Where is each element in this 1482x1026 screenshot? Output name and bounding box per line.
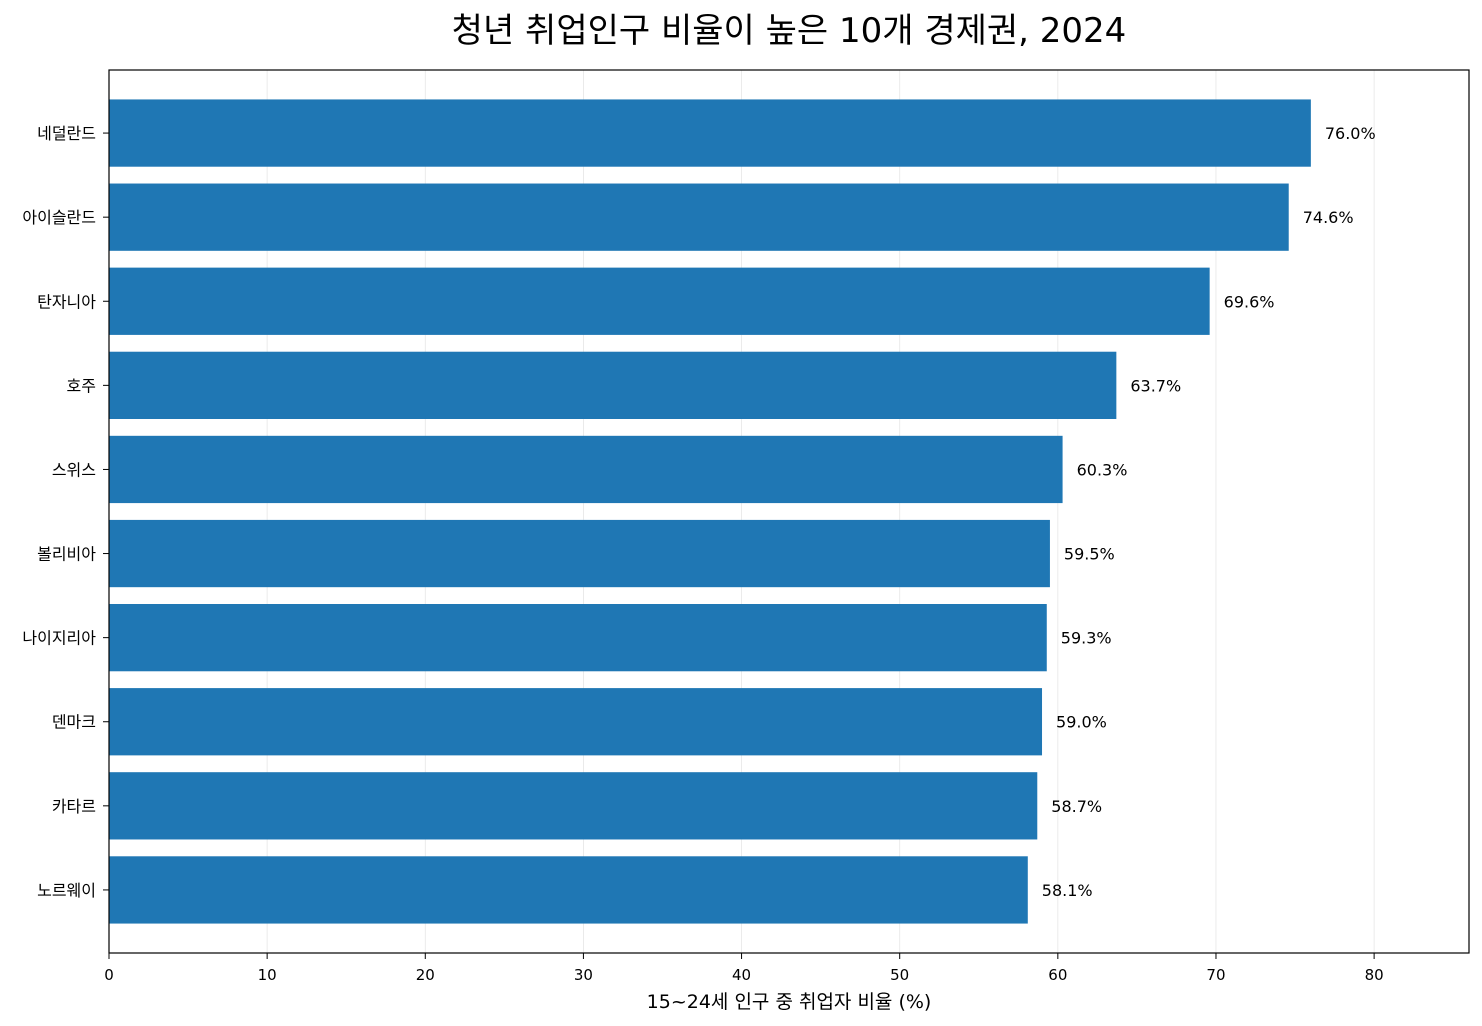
category-label: 탄자니아 — [37, 292, 96, 311]
chart-title: 청년 취업인구 비율이 높은 10개 경제권, 2024 — [452, 11, 1127, 51]
value-label: 59.0% — [1056, 713, 1107, 732]
bar — [109, 772, 1038, 840]
plot-frame — [108, 69, 1470, 954]
bar — [109, 183, 1289, 251]
x-tick-label: 80 — [1365, 966, 1384, 984]
bar — [109, 688, 1043, 756]
bars — [109, 99, 1311, 924]
x-tick-label: 20 — [416, 966, 435, 984]
bar — [109, 99, 1311, 167]
value-label: 58.7% — [1051, 797, 1102, 816]
x-axis-ticks: 0 10 20 30 40 50 60 70 80 — [104, 953, 1384, 984]
category-label: 카타르 — [52, 797, 96, 816]
category-label: 볼리비아 — [37, 545, 96, 564]
category-label: 호주 — [67, 376, 96, 395]
value-label: 74.6% — [1303, 208, 1354, 227]
x-tick-label: 50 — [890, 966, 909, 984]
x-tick-label: 10 — [258, 966, 277, 984]
value-labels: 76.0% 74.6% 69.6% 63.7% 60.3% 59.5% 59.3% 59.0%… — [1042, 124, 1376, 900]
category-label: 덴마크 — [52, 713, 96, 732]
category-label: 네덜란드 — [37, 124, 96, 143]
x-tick-label: 40 — [732, 966, 751, 984]
bar — [109, 267, 1210, 335]
category-label: 나이지리아 — [22, 629, 96, 648]
bar — [109, 604, 1047, 672]
value-label: 58.1% — [1042, 881, 1093, 900]
value-label: 59.5% — [1064, 545, 1115, 564]
value-label: 69.6% — [1224, 292, 1275, 311]
value-label: 60.3% — [1077, 460, 1128, 479]
value-label: 76.0% — [1325, 124, 1376, 143]
bar — [109, 435, 1063, 504]
bar — [109, 351, 1117, 419]
x-tick-label: 30 — [574, 966, 593, 984]
x-axis-label: 15~24세 인구 중 취업자 비율 (%) — [647, 991, 932, 1013]
bar — [109, 519, 1050, 588]
x-tick-label: 70 — [1206, 966, 1225, 984]
bar — [109, 856, 1028, 924]
value-label: 59.3% — [1061, 629, 1112, 648]
category-label: 아이슬란드 — [22, 208, 96, 227]
value-label: 63.7% — [1130, 376, 1181, 395]
category-label: 스위스 — [52, 460, 96, 479]
x-tick-label: 60 — [1048, 966, 1067, 984]
category-label: 노르웨이 — [37, 881, 96, 900]
x-tick-label: 0 — [104, 966, 114, 984]
